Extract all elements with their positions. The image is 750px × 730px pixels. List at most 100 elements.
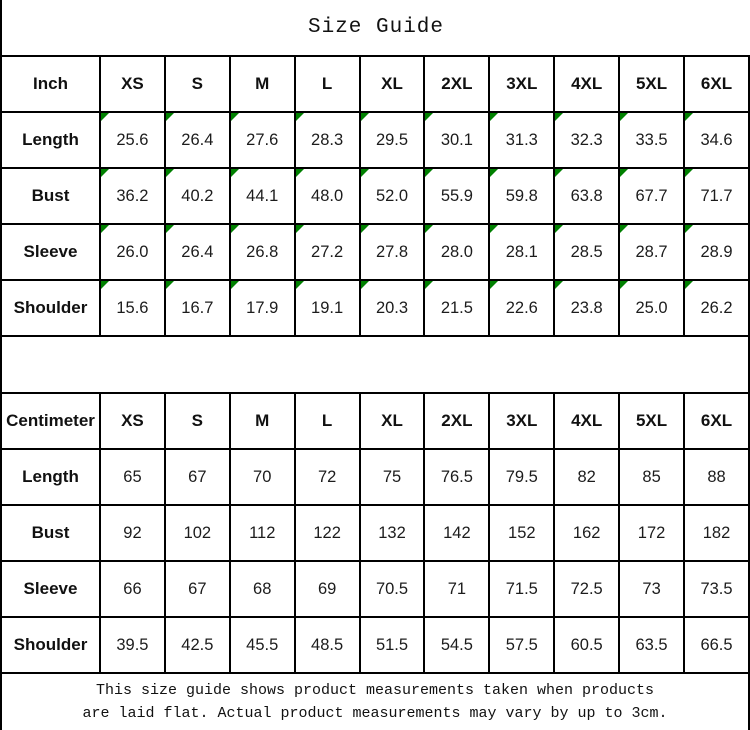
measurement-value-cell: 28.0: [423, 223, 491, 281]
cell-flag-icon: [166, 114, 174, 121]
measurement-label: Sleeve: [0, 223, 101, 281]
cell-flag-icon: [686, 226, 694, 233]
measurement-value-cell: 72.5: [553, 560, 621, 618]
measurement-value-cell: 82: [553, 448, 621, 506]
measurement-value-cell: 72: [293, 448, 361, 506]
size-column-header: XS: [99, 392, 166, 450]
measurement-row: Length 65 67 70 72 75 76.5 79.5 82 85 88: [0, 448, 750, 506]
measurement-note-line1: This size guide shows product measuremen…: [95, 681, 655, 699]
measurement-value-cell: 32.3: [553, 111, 621, 169]
cell-flag-icon: [491, 226, 499, 233]
measurement-label: Length: [0, 448, 101, 506]
measurement-value-cell: 36.2: [99, 167, 166, 225]
cell-flag-icon: [296, 226, 304, 233]
measurement-value-cell: 48.5: [293, 616, 361, 674]
size-column-header: 6XL: [683, 55, 750, 113]
cell-flag-icon: [556, 282, 564, 289]
measurement-value-cell: 182: [683, 504, 750, 562]
cell-flag-icon: [101, 226, 109, 233]
measurement-value-cell: 31.3: [488, 111, 556, 169]
size-column-header: M: [228, 55, 296, 113]
measurement-value-cell: 33.5: [618, 111, 686, 169]
measurement-value-cell: 51.5: [358, 616, 426, 674]
cell-flag-icon: [491, 282, 499, 289]
measurement-value-cell: 66: [99, 560, 166, 618]
measurement-value-cell: 26.8: [228, 223, 296, 281]
size-column-header: M: [228, 392, 296, 450]
cell-flag-icon: [231, 114, 239, 121]
measurement-value-cell: 28.9: [683, 223, 750, 281]
measurement-value-cell: 71.7: [683, 167, 750, 225]
cell-flag-icon: [101, 282, 109, 289]
cell-flag-icon: [621, 282, 629, 289]
measurement-row: Bust 92 102 112 122 132 142 152 162 172 182: [0, 504, 750, 562]
measurement-value-cell: 54.5: [423, 616, 491, 674]
measurement-value-cell: 34.6: [683, 111, 750, 169]
size-column-header: L: [293, 392, 361, 450]
measurement-value-cell: 27.6: [228, 111, 296, 169]
measurement-label: Length: [0, 111, 101, 169]
measurement-value-cell: 28.5: [553, 223, 621, 281]
measurement-value-cell: 57.5: [488, 616, 556, 674]
measurement-value-cell: 66.5: [683, 616, 750, 674]
measurement-value-cell: 69: [293, 560, 361, 618]
measurement-label: Shoulder: [0, 279, 101, 337]
measurement-value-cell: 30.1: [423, 111, 491, 169]
measurement-row: Sleeve 66 67 68 69 70.5 71 71.5 72.5 73 73.5: [0, 560, 750, 618]
measurement-value-cell: 27.2: [293, 223, 361, 281]
table-spacer: [0, 337, 750, 392]
size-column-header: S: [163, 55, 231, 113]
measurement-value-cell: 60.5: [553, 616, 621, 674]
measurement-value-cell: 85: [618, 448, 686, 506]
measurement-value-cell: 79.5: [488, 448, 556, 506]
cell-flag-icon: [231, 282, 239, 289]
cell-flag-icon: [361, 170, 369, 177]
cell-flag-icon: [426, 282, 434, 289]
measurement-value-cell: 75: [358, 448, 426, 506]
size-table-inch: Inch XS S M L XL 2XL 3XL 4XL 5XL 6XL Length 25.6 26.4…: [0, 55, 750, 337]
cell-flag-icon: [426, 226, 434, 233]
cell-flag-icon: [166, 170, 174, 177]
unit-header: Inch: [0, 55, 101, 113]
cell-flag-icon: [556, 226, 564, 233]
measurement-value-cell: 132: [358, 504, 426, 562]
measurement-value-cell: 67: [163, 448, 231, 506]
cell-flag-icon: [426, 114, 434, 121]
cell-flag-icon: [686, 282, 694, 289]
measurement-value-cell: 15.6: [99, 279, 166, 337]
measurement-label: Bust: [0, 167, 101, 225]
measurement-value-cell: 55.9: [423, 167, 491, 225]
measurement-value-cell: 25.6: [99, 111, 166, 169]
measurement-value-cell: 26.2: [683, 279, 750, 337]
measurement-value-cell: 16.7: [163, 279, 231, 337]
size-column-header: 6XL: [683, 392, 750, 450]
measurement-value-cell: 29.5: [358, 111, 426, 169]
measurement-value-cell: 52.0: [358, 167, 426, 225]
unit-header: Centimeter: [0, 392, 101, 450]
measurement-value-cell: 28.7: [618, 223, 686, 281]
measurement-value-cell: 20.3: [358, 279, 426, 337]
cell-flag-icon: [361, 282, 369, 289]
measurement-value-cell: 70: [228, 448, 296, 506]
measurement-value-cell: 73.5: [683, 560, 750, 618]
cell-flag-icon: [361, 226, 369, 233]
cell-flag-icon: [686, 170, 694, 177]
measurement-value-cell: 25.0: [618, 279, 686, 337]
size-column-header: 2XL: [423, 55, 491, 113]
measurement-value-cell: 45.5: [228, 616, 296, 674]
measurement-row: Length 25.6 26.4 27.6 28.3 29.5 30.1 31.3 32.3 33…: [0, 111, 750, 169]
size-column-header: 3XL: [488, 55, 556, 113]
size-column-header: XL: [358, 392, 426, 450]
size-column-header: 3XL: [488, 392, 556, 450]
cell-flag-icon: [296, 114, 304, 121]
size-column-header: L: [293, 55, 361, 113]
cell-flag-icon: [296, 282, 304, 289]
measurement-note-line2: are laid flat. Actual product measuremen…: [82, 705, 668, 722]
measurement-value-cell: 28.3: [293, 111, 361, 169]
measurement-value-cell: 59.8: [488, 167, 556, 225]
measurement-value-cell: 122: [293, 504, 361, 562]
measurement-row: Shoulder 15.6 16.7 17.9 19.1 20.3 21.5 22.6 23.8…: [0, 279, 750, 337]
measurement-label: Sleeve: [0, 560, 101, 618]
cell-flag-icon: [166, 226, 174, 233]
